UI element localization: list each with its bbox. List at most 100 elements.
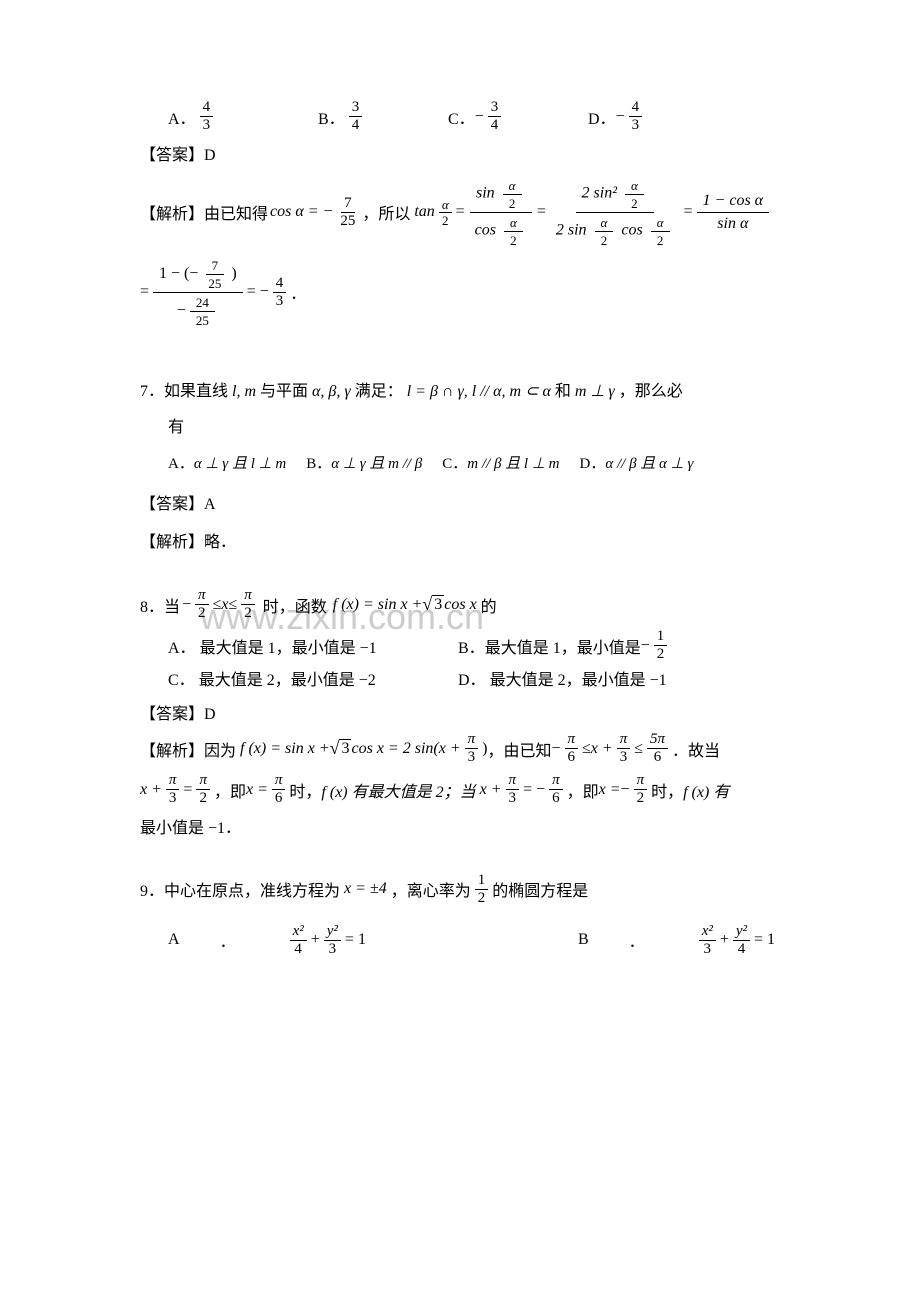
cosx: cos x [444,596,476,614]
neg: −1 [650,672,667,689]
numerator: 3 [349,100,363,117]
fraction: π3 [617,732,631,765]
tan-text: tan [414,203,434,221]
fraction: y²3 [324,924,341,957]
txt: ，即 [214,778,246,802]
txt: ，那么必 [619,383,683,400]
d: 25 [202,275,227,290]
fraction: α2 [595,215,614,247]
txt: m // β 且 l ⊥ m [467,456,559,472]
equals: = [537,203,546,221]
equals: = [684,203,693,221]
neg-sign: − [475,108,484,126]
lbl: A． [168,640,196,657]
n: π [634,773,648,790]
analysis-prefix: 【解析】由已知得 [140,200,268,224]
d: 2 [503,195,522,210]
n: π [506,773,520,790]
txt: 2 sin² [582,185,617,202]
lbl: B． [306,456,331,472]
q7-opt-d: D．α // β 且 α ⊥ γ [580,450,694,479]
txt: m ⊥ γ [575,383,615,400]
fraction: π2 [195,588,209,621]
denominator: 4 [349,117,363,133]
numerator: α [439,198,452,213]
neg: − [621,781,630,799]
q8-analysis-line3: 最小值是 −1． [140,814,780,844]
d: 2 [475,890,489,906]
txt: 8．当 [140,593,180,617]
txt: 时，函数 [263,593,327,617]
fraction: π6 [272,773,286,806]
question-8: 8．当 − π2 ≤ x ≤ π2 时，函数 f (x) = sin x + √… [140,588,780,844]
denominator: 3 [629,117,643,133]
q8-opt-d: D． 最大值是 2，最小值是 −1 [458,666,667,690]
txt: 7．如果直线 [140,383,228,400]
q8-stem: 8．当 − π2 ≤ x ≤ π2 时，函数 f (x) = sin x + √… [140,588,780,621]
rad: 3 [339,739,351,758]
denominator: 4 [488,117,502,133]
d: 3 [166,790,180,806]
so-text: ，所以 [362,200,410,224]
q7-answer: 【答案】A [140,490,780,514]
sqrt: √3 [330,739,352,758]
txt: α, β, γ [312,383,351,400]
neg: − [177,302,186,320]
denominator: 2 [439,213,452,227]
d: 2 [504,232,523,247]
n: π [565,732,579,749]
question-7: 7．如果直线 l, m 与平面 α, β, γ 满足： l = β ∩ γ, l… [140,377,780,552]
plus: + [720,931,729,949]
denominator: sin α [711,213,754,233]
txt: 9．中心在原点，准线方程为 [140,877,340,901]
fraction: 3 4 [488,100,502,133]
n: α [651,215,670,232]
txt: 最大值是 1，最小值是 [200,640,356,657]
d: 3 [506,790,520,806]
fraction: 4 3 [629,100,643,133]
n: 1 [475,873,489,890]
q8-opt-a: A． 最大值是 1，最小值是 −1 [168,634,458,658]
fraction: 4 3 [273,276,287,309]
q9-opt-a: A ． x²4 + y²3 = 1 [168,924,578,957]
fraction: 12 [475,873,489,906]
txt: 最大值是 2，最小值是 [199,672,355,689]
n: π [196,773,210,790]
txt: 【解析】因为 [140,737,236,761]
d: 2 [195,605,209,621]
q9-options: A ． x²4 + y²3 = 1 B ． x²3 + y²4 = 1 [140,924,780,957]
txt: 与平面 [260,383,308,400]
txt: cos [621,222,642,239]
txt: ．故当 [672,737,720,761]
denominator: cos α2 [469,213,533,247]
txt: l = β ∩ γ, l // α, m ⊂ α [407,383,551,400]
q8-analysis-line2: x + π3 = π2 ，即 x = π6 时， f (x) 有最大值是 2；当… [140,773,780,806]
fraction: 12 [654,629,668,662]
q6-analysis-row2: = 1 − (− 725 ) − 2425 = − 4 3 ． [140,257,780,327]
neg: − [182,596,191,614]
neg: − [551,740,560,758]
txt: ) [231,265,236,283]
lbl: B [578,931,589,949]
opt-label: B． [318,105,345,129]
fraction: α2 [651,215,670,247]
d: 25 [190,312,215,327]
x: x [221,596,228,614]
n: π [195,588,209,605]
n: α [625,178,644,195]
q8-opt-row2: C． 最大值是 2，最小值是 −2 D． 最大值是 2，最小值是 −1 [168,666,780,690]
fraction: π6 [565,732,579,765]
big-fraction: 1 − (− 725 ) − 2425 [153,257,243,327]
txt: x + [591,740,613,758]
q6-opt-a: A． 4 3 [168,100,318,133]
q7-stem: 7．如果直线 l, m 与平面 α, β, γ 满足： l = β ∩ γ, l… [140,377,780,407]
opt-label: D． [588,105,616,129]
d: 4 [291,941,305,957]
txt: 1 − (− [159,265,198,283]
n: α [503,178,522,195]
q6-answer: 【答案】D [140,141,780,165]
opt-label: C． [448,105,475,129]
denominator: − 2425 [171,293,225,327]
fraction: 7 25 [337,196,358,229]
numerator: 4 [629,100,643,117]
